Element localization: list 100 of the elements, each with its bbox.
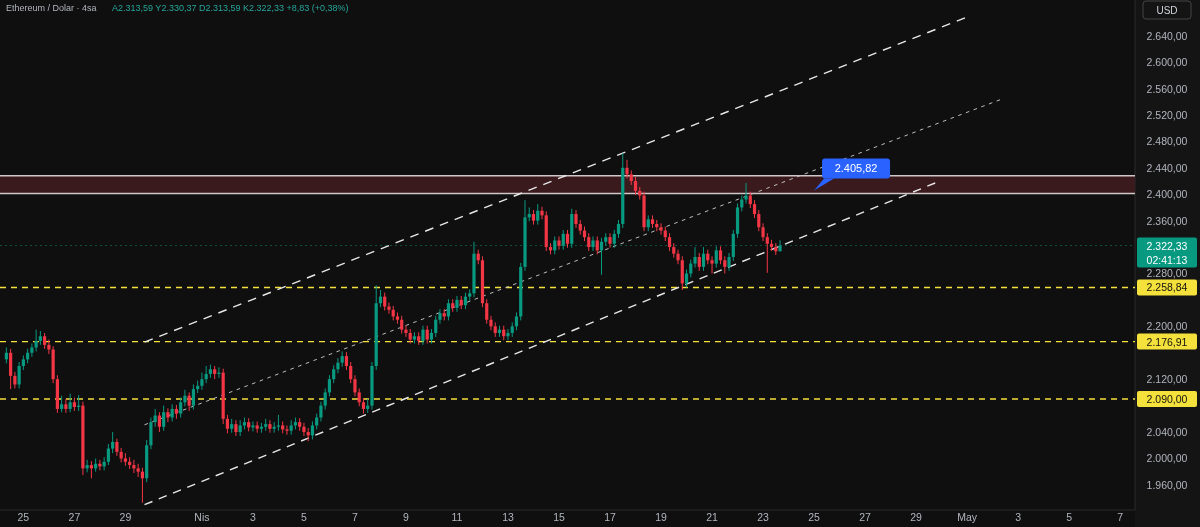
x-tick-label: 21	[706, 511, 719, 523]
candlestick	[17, 361, 21, 389]
candlestick	[251, 420, 255, 432]
candlestick	[693, 246, 697, 269]
candlestick	[149, 417, 153, 450]
y-tick-label: 2.560,00	[1146, 82, 1188, 95]
candlestick	[659, 222, 663, 236]
candlestick	[434, 315, 438, 338]
candlestick	[676, 249, 680, 265]
x-tick-label: 17	[604, 511, 617, 523]
candlestick	[111, 431, 115, 454]
y-tick-label: 2.520,00	[1146, 108, 1188, 121]
y-tick-label: 2.480,00	[1146, 135, 1188, 148]
candlestick	[9, 348, 13, 390]
x-tick-label: 7	[352, 511, 359, 523]
candlestick	[179, 397, 183, 419]
candlestick	[557, 236, 561, 251]
candlestick	[166, 407, 170, 423]
candlestick	[731, 229, 735, 262]
x-tick-label: 27	[859, 511, 872, 523]
y-tick-label: 2.000,00	[1146, 452, 1188, 465]
candlestick	[540, 206, 544, 220]
candlestick	[625, 159, 629, 179]
candlestick	[608, 232, 612, 249]
candlestick	[506, 328, 510, 341]
candlestick	[319, 401, 323, 422]
x-tick-label: 7	[1117, 511, 1124, 523]
y-tick-label: 2.280,00	[1146, 267, 1188, 280]
candlestick	[446, 298, 451, 321]
candlestick	[64, 398, 68, 414]
candlestick	[701, 246, 706, 272]
x-tick-label: 23	[757, 511, 770, 523]
y-tick-label: 2.440,00	[1146, 161, 1188, 174]
candlestick	[421, 325, 425, 346]
x-tick-label: 19	[655, 511, 668, 523]
candlestick	[349, 361, 353, 384]
candlestick	[225, 414, 230, 434]
candlestick	[68, 393, 72, 413]
x-tick-label: 25	[17, 511, 30, 523]
candlestick	[591, 236, 595, 252]
x-tick-label: 29	[910, 511, 923, 523]
x-tick-label: 29	[119, 511, 132, 523]
x-tick-label: 5	[301, 511, 308, 523]
candlestick	[438, 308, 442, 325]
text: USD	[1156, 5, 1178, 16]
y-tick-label: 2.360,00	[1146, 214, 1188, 227]
candlestick	[387, 302, 391, 315]
ref-line-label: 2.258,84	[1146, 281, 1188, 294]
ref-line-label: 2.322,33	[1146, 239, 1188, 252]
candlestick	[157, 411, 162, 433]
candlestick	[268, 419, 272, 434]
y-tick-label: 2.120,00	[1146, 373, 1188, 386]
candlestick	[327, 374, 332, 397]
candlestick	[191, 383, 196, 411]
y-tick-label: 2.040,00	[1146, 426, 1188, 439]
candlestick	[744, 182, 748, 204]
y-tick-label: 2.200,00	[1146, 320, 1188, 333]
x-tick-label: 15	[553, 511, 565, 523]
candlestick	[336, 357, 340, 374]
candlestick	[162, 405, 166, 432]
y-tick-label: 2.400,00	[1146, 188, 1188, 201]
x-tick-label: Nis	[194, 511, 210, 523]
candlestick	[680, 255, 684, 291]
candlestick	[489, 315, 493, 331]
candlestick	[217, 366, 221, 379]
x-tick-label: May	[957, 511, 978, 523]
text: 02:41:13	[1146, 253, 1188, 266]
candlestick	[404, 325, 408, 338]
candlestick	[323, 387, 327, 411]
candlestick	[30, 343, 34, 358]
ref-line-label: 2.090,00	[1146, 393, 1188, 406]
candlestick	[183, 389, 187, 407]
x-tick-label: 27	[68, 511, 81, 523]
y-tick-label: 1.960,00	[1146, 478, 1188, 491]
chart-title: Ethereum / Dolar · 4sa	[6, 3, 97, 13]
y-tick-label: 2.600,00	[1146, 56, 1188, 69]
candlestick	[200, 372, 204, 391]
x-tick-label: 5	[1066, 511, 1073, 523]
candlestick	[714, 245, 718, 269]
candlestick	[106, 443, 110, 466]
y-tick-label: 2.640,00	[1146, 29, 1188, 42]
candlestick	[536, 203, 540, 226]
candlestick	[561, 229, 565, 251]
candlestick	[187, 391, 191, 412]
x-tick-label: 13	[502, 511, 514, 523]
x-tick-label: 9	[403, 511, 410, 523]
candlestick	[455, 295, 459, 313]
candlestick	[778, 239, 782, 252]
chart-subtitle: A2.313,59 Y2.330,37 D2.313,59 K2.322,33 +8,83 (+0,38%)	[112, 3, 349, 13]
candlestick	[757, 209, 761, 232]
candlestick	[353, 374, 357, 397]
candlestick	[285, 424, 289, 436]
x-tick-label: 11	[451, 511, 463, 523]
annotation: 2.405,82	[834, 162, 878, 175]
candlestick	[765, 232, 769, 274]
candlestick	[132, 459, 136, 474]
candlestick	[302, 422, 306, 437]
x-tick-label: 3	[250, 511, 257, 523]
candlestick	[485, 298, 489, 325]
x-tick-label: 25	[808, 511, 821, 523]
